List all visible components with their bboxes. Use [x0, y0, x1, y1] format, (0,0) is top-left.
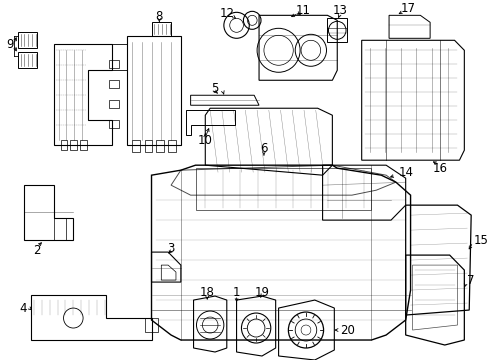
Text: 16: 16 — [432, 162, 447, 175]
Text: 6: 6 — [260, 142, 268, 155]
Text: 4: 4 — [20, 302, 27, 315]
Text: 20: 20 — [340, 324, 355, 337]
Text: 12: 12 — [220, 7, 234, 20]
Text: 3: 3 — [168, 242, 175, 255]
Text: 18: 18 — [200, 285, 215, 298]
Text: 14: 14 — [399, 166, 414, 179]
Text: 17: 17 — [401, 2, 416, 15]
Text: 8: 8 — [156, 10, 163, 23]
Text: 15: 15 — [474, 234, 489, 247]
Text: 2: 2 — [33, 244, 41, 257]
Text: 5: 5 — [211, 82, 219, 95]
Text: 13: 13 — [333, 4, 347, 17]
Text: 9: 9 — [6, 38, 14, 51]
Text: 11: 11 — [295, 4, 311, 17]
Text: 7: 7 — [467, 274, 475, 287]
Text: 10: 10 — [198, 134, 213, 147]
Text: 1: 1 — [233, 285, 240, 298]
Text: 19: 19 — [254, 285, 270, 298]
